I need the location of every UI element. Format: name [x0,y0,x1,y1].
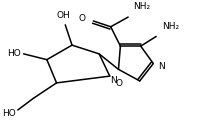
Text: HO: HO [2,109,16,118]
Text: HO: HO [7,49,21,58]
Text: OH: OH [56,11,70,20]
Text: NH₂: NH₂ [133,2,150,11]
Text: O: O [79,13,86,23]
Text: N: N [158,62,165,71]
Text: NH₂: NH₂ [162,22,179,31]
Text: N: N [110,76,117,85]
Text: O: O [116,79,123,88]
